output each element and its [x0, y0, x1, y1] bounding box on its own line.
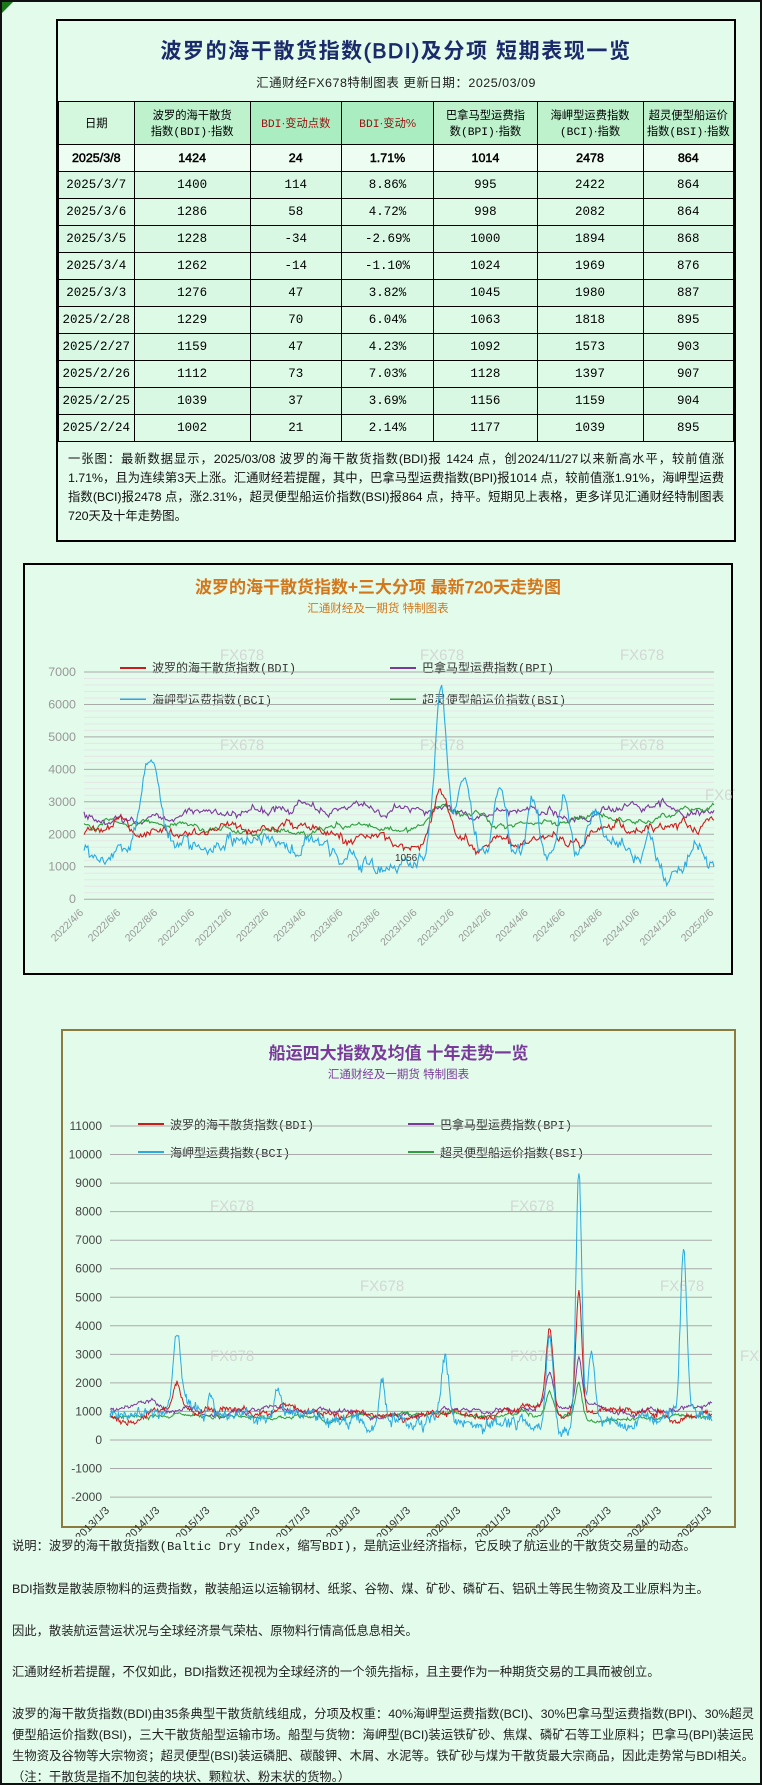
svg-text:1000: 1000	[48, 860, 76, 874]
svg-text:2023/6/6: 2023/6/6	[308, 907, 345, 944]
svg-text:8000: 8000	[75, 1205, 102, 1219]
svg-text:FX678: FX678	[740, 1348, 762, 1365]
svg-text:2020/1/3: 2020/1/3	[425, 1505, 464, 1537]
svg-text:6000: 6000	[48, 698, 76, 712]
svg-text:0: 0	[95, 1433, 102, 1447]
svg-text:2023/2/6: 2023/2/6	[234, 907, 271, 944]
svg-text:FX678: FX678	[210, 1348, 254, 1365]
svg-text:11000: 11000	[70, 1119, 103, 1133]
svg-text:FX678: FX678	[510, 1198, 554, 1215]
svg-text:2024/12/6: 2024/12/6	[638, 907, 680, 949]
svg-text:10000: 10000	[69, 1148, 103, 1162]
svg-text:2000: 2000	[48, 827, 76, 841]
svg-text:2023/1/3: 2023/1/3	[575, 1505, 614, 1537]
svg-text:FX678: FX678	[620, 647, 664, 664]
svg-text:2022/12/6: 2022/12/6	[193, 907, 235, 949]
svg-text:2023/8/6: 2023/8/6	[345, 907, 382, 944]
svg-text:FX678: FX678	[220, 737, 264, 754]
svg-text:2022/10/6: 2022/10/6	[156, 907, 198, 949]
svg-text:2024/2/6: 2024/2/6	[456, 907, 493, 944]
svg-text:4000: 4000	[48, 762, 76, 776]
svg-text:FX678: FX678	[360, 1278, 404, 1295]
svg-text:FX678: FX678	[220, 647, 264, 664]
svg-text:2015/1/3: 2015/1/3	[174, 1505, 213, 1537]
svg-text:FX678: FX678	[420, 737, 464, 754]
svg-text:2025/2/6: 2025/2/6	[679, 907, 716, 944]
svg-text:3000: 3000	[75, 1347, 102, 1361]
svg-text:7000: 7000	[75, 1233, 102, 1247]
svg-text:5000: 5000	[75, 1290, 102, 1304]
svg-text:6000: 6000	[75, 1262, 102, 1276]
svg-text:2023/10/6: 2023/10/6	[378, 907, 420, 949]
svg-text:9000: 9000	[75, 1176, 102, 1190]
svg-text:FX678: FX678	[210, 1198, 254, 1215]
svg-text:2024/4/6: 2024/4/6	[493, 907, 530, 944]
svg-text:2025/1/3: 2025/1/3	[675, 1505, 714, 1537]
svg-text:FX678: FX678	[620, 737, 664, 754]
svg-text:2018/1/3: 2018/1/3	[324, 1505, 363, 1537]
svg-text:2022/6/6: 2022/6/6	[86, 907, 123, 944]
svg-text:FX678: FX678	[705, 787, 735, 804]
svg-text:4000: 4000	[75, 1319, 102, 1333]
svg-text:2014/1/3: 2014/1/3	[124, 1505, 163, 1537]
svg-text:0: 0	[69, 892, 76, 906]
svg-text:2000: 2000	[75, 1376, 102, 1390]
svg-text:2022/8/6: 2022/8/6	[123, 907, 160, 944]
svg-text:7000: 7000	[48, 665, 76, 679]
svg-text:2024/6/6: 2024/6/6	[531, 907, 568, 944]
svg-text:-1000: -1000	[71, 1462, 102, 1476]
svg-text:2023/12/6: 2023/12/6	[415, 907, 457, 949]
svg-text:1056: 1056	[395, 853, 418, 864]
svg-text:5000: 5000	[48, 730, 76, 744]
svg-text:2024/10/6: 2024/10/6	[601, 907, 643, 949]
svg-text:2023/4/6: 2023/4/6	[271, 907, 308, 944]
svg-text:2021/1/3: 2021/1/3	[475, 1505, 514, 1537]
svg-text:FX678: FX678	[420, 647, 464, 664]
svg-text:2024/1/3: 2024/1/3	[625, 1505, 664, 1537]
svg-text:2016/1/3: 2016/1/3	[224, 1505, 263, 1537]
svg-text:2024/8/6: 2024/8/6	[568, 907, 605, 944]
svg-text:2013/1/3: 2013/1/3	[73, 1505, 112, 1537]
svg-text:3000: 3000	[48, 795, 76, 809]
svg-text:1000: 1000	[75, 1404, 102, 1418]
svg-text:2017/1/3: 2017/1/3	[274, 1505, 313, 1537]
svg-text:2022/4/6: 2022/4/6	[49, 907, 86, 944]
svg-text:-2000: -2000	[71, 1490, 102, 1504]
svg-text:2022/1/3: 2022/1/3	[525, 1505, 564, 1537]
svg-text:FX678: FX678	[660, 1278, 704, 1295]
svg-text:2019/1/3: 2019/1/3	[374, 1505, 413, 1537]
